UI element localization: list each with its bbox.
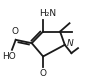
Text: O: O <box>40 69 47 78</box>
Text: H₂N: H₂N <box>39 9 56 18</box>
Text: O: O <box>11 27 18 36</box>
Text: N: N <box>67 40 73 48</box>
Text: HO: HO <box>2 52 15 61</box>
